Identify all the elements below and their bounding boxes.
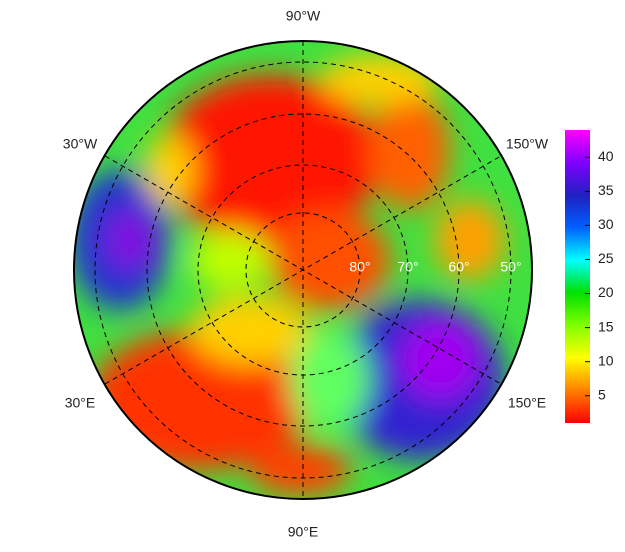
longitude-label: 150°W: [506, 136, 549, 152]
latitude-label: 80°: [349, 259, 370, 275]
latitude-label: 70°: [397, 259, 418, 275]
colorbar-tick-label: 30: [598, 216, 614, 232]
colorbar-tick-label: 25: [598, 250, 614, 266]
colorbar-tick-label: 35: [598, 182, 614, 198]
latitude-label: 60°: [448, 259, 469, 275]
longitude-label: 90°W: [286, 8, 321, 24]
colorbar: [565, 130, 590, 423]
graticule: [94, 41, 512, 499]
colorbar-tick-label: 20: [598, 284, 614, 300]
longitude-label: 150°E: [508, 395, 546, 411]
longitude-label: 30°W: [63, 136, 98, 152]
longitude-label: 30°E: [65, 395, 96, 411]
latitude-label: 50°: [500, 259, 521, 275]
map-border: [73, 40, 533, 500]
colorbar-tick-label: 40: [598, 148, 614, 164]
field: [74, 41, 532, 499]
colorbar-tick-label: 5: [598, 386, 606, 402]
colorbar-tick-label: 10: [598, 352, 614, 368]
longitude-label: 90°E: [288, 524, 319, 540]
colorbar-tick-label: 15: [598, 318, 614, 334]
